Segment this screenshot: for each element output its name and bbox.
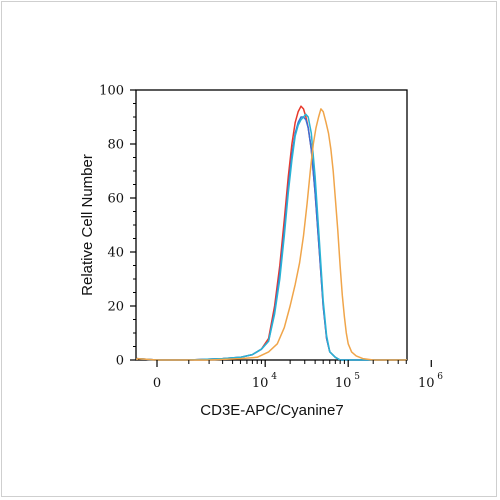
x-axis-title: CD3E-APC/Cyanine7 bbox=[200, 402, 343, 419]
series-layer bbox=[136, 105, 407, 361]
series-line-2 bbox=[136, 113, 407, 361]
x-tick-label: 0 bbox=[153, 376, 161, 391]
y-axis-title: Relative Cell Number bbox=[79, 154, 96, 296]
y-tick-label: 0 bbox=[116, 354, 124, 369]
y-tick-label: 20 bbox=[107, 300, 124, 315]
x-tick-label: 10 bbox=[252, 376, 269, 391]
x-tick-exponent: 5 bbox=[354, 372, 360, 382]
x-tick-exponent: 4 bbox=[271, 372, 277, 382]
x-tick-exponent: 6 bbox=[437, 372, 443, 382]
series-line-3 bbox=[136, 108, 407, 361]
x-tick-label: 10 bbox=[335, 376, 352, 391]
y-tick-label: 40 bbox=[107, 246, 124, 261]
y-tick-label: 80 bbox=[107, 138, 124, 153]
y-tick-label: 60 bbox=[107, 192, 124, 207]
x-tick-label: 10 bbox=[418, 376, 435, 391]
y-tick-label: 100 bbox=[99, 84, 124, 99]
